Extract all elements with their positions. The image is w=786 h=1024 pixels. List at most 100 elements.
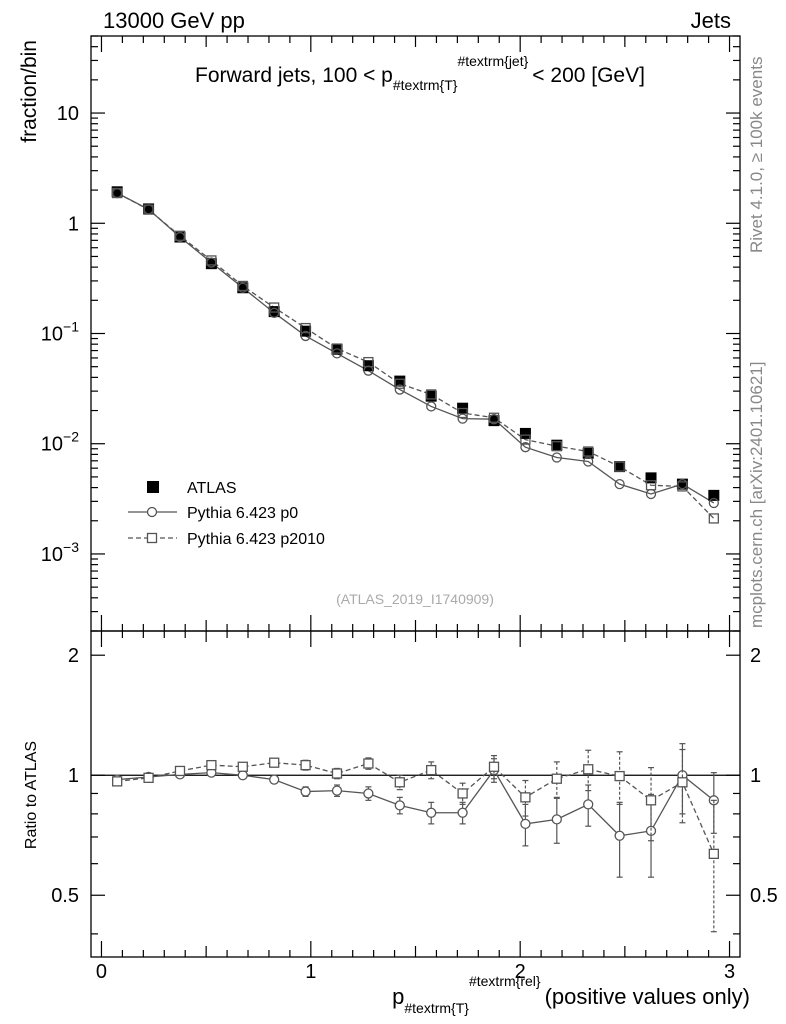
ratio-p2010-point	[300, 759, 311, 771]
legend-atlas-marker	[147, 481, 159, 493]
x-axis-label-sup: #textrm{rel}	[469, 973, 541, 989]
legend-atlas-label: ATLAS	[187, 480, 237, 497]
ratio-y-tick-label-right: 2	[750, 645, 761, 667]
p2010-data-point	[488, 412, 500, 423]
p2010-data-point	[269, 302, 280, 313]
ratio-y-tick-label: 0.5	[51, 885, 79, 907]
ratio-p2010-point	[645, 795, 657, 806]
side-label-mcplots: mcplots.cern.ch [arXiv:2401.10621]	[747, 362, 766, 628]
atlas-data-point	[111, 186, 123, 198]
atlas-data-point	[551, 439, 563, 451]
ratio-p2010-point	[269, 757, 280, 768]
atlas-data-point	[394, 375, 406, 387]
main-title-sup: #textrm{jet}	[457, 53, 528, 69]
main-y-tick-label: 1	[68, 213, 79, 235]
main-panel-ticks	[91, 35, 740, 632]
ratio-p0-point	[394, 800, 405, 811]
ratio-p0-point	[363, 788, 374, 799]
ratio-p0-point	[331, 785, 343, 796]
atlas-data-point	[488, 415, 500, 427]
p2010-data-point	[237, 280, 248, 292]
ratio-y-tick-label: 2	[68, 645, 79, 667]
ratio-y-tick-labels: 0.5 1 2	[51, 645, 79, 907]
atlas-data-point	[582, 447, 594, 459]
atlas-data-point	[174, 231, 186, 243]
ratio-p2010-point	[426, 764, 437, 776]
ratio-p0-point	[426, 807, 437, 818]
atlas-data-point	[237, 282, 249, 294]
p2010-data-point	[143, 204, 154, 215]
p0-data-point	[269, 307, 280, 318]
legend-p0-marker	[146, 506, 158, 518]
ratio-p2010-point	[677, 777, 688, 788]
p2010-data-point	[677, 481, 688, 492]
ratio-p2010-point	[708, 848, 719, 860]
ratio-y-tick-labels-right: 0.5 1 2	[750, 645, 778, 907]
ratio-p2010-point	[331, 768, 343, 779]
p0-data-point	[520, 442, 531, 453]
x-tick-label: 1	[305, 961, 316, 983]
p0-data-point	[708, 497, 719, 509]
ratio-p2010-point	[237, 761, 248, 772]
p2010-data-point	[614, 461, 625, 472]
ratio-p2010-point	[614, 770, 625, 782]
x-axis-label: p#textrm{T}#textrm{rel}(positive values …	[392, 973, 750, 1016]
ratio-p2010-point	[488, 761, 500, 772]
p0-data-point	[614, 478, 625, 490]
legend: ATLAS Pythia 6.423 p0 Pythia 6.423 p2010	[128, 480, 325, 548]
p2010-data-point	[426, 389, 437, 400]
p0-data-point	[426, 401, 437, 412]
analysis-watermark: (ATLAS_2019_I1740909)	[336, 591, 494, 607]
header-left: 13000 GeV pp	[103, 8, 245, 33]
legend-p2010-label: Pythia 6.423 p2010	[187, 531, 325, 548]
p2010-data-point	[174, 230, 186, 241]
atlas-data-point	[205, 258, 217, 270]
p2010-data-point	[112, 187, 123, 199]
p2010-data-point	[300, 322, 311, 334]
p2010-data-point	[331, 343, 343, 354]
ratio-p2010-point	[457, 788, 468, 799]
p2010-data-point	[394, 378, 405, 389]
ratio-series-line-1	[117, 762, 715, 855]
x-axis-label-sub: #textrm{T}	[404, 1000, 469, 1016]
ratio-p0-point	[583, 799, 594, 810]
header-right: Jets	[691, 8, 731, 33]
ratio-y-tick-label-right: 1	[750, 765, 761, 787]
ratio-p0-point	[551, 814, 562, 825]
p2010-data-point	[551, 441, 562, 452]
x-tick-label: 0	[96, 961, 107, 983]
main-y-tick-label: 10−1	[41, 319, 79, 346]
p2010-data-point	[206, 255, 217, 266]
atlas-data-point	[143, 203, 155, 215]
main-y-tick-labels: 10 1 10−1 10−2 10−3	[41, 103, 79, 566]
side-label-rivet: Rivet 4.1.0, ≥ 100k events	[747, 57, 766, 253]
main-y-axis-label: fraction/bin	[18, 40, 41, 143]
main-series-line-1	[116, 192, 715, 504]
p2010-data-point	[457, 407, 468, 419]
p0-data-point	[457, 413, 468, 424]
ratio-y-tick-label-right: 0.5	[750, 885, 778, 907]
ratio-p2010-point	[520, 792, 531, 803]
ratio-data-group	[112, 743, 719, 933]
p0-data-point	[583, 456, 594, 467]
p2010-data-point	[520, 434, 531, 445]
ratio-p0-point	[614, 830, 625, 841]
ratio-y-axis-label: Ratio to ATLAS	[23, 741, 40, 849]
p0-data-point	[551, 452, 562, 463]
p0-data-point	[300, 330, 311, 342]
ratio-p2010-point	[394, 777, 405, 788]
ratio-p2010-point	[363, 758, 374, 769]
ratio-p2010-point	[551, 773, 562, 784]
atlas-data-point	[645, 472, 657, 484]
legend-p0-label: Pythia 6.423 p0	[187, 505, 298, 522]
p2010-data-point	[708, 513, 719, 524]
legend-p2010-marker	[146, 532, 158, 544]
main-title-sub: #textrm{T}	[393, 77, 458, 93]
p2010-data-point	[645, 480, 657, 491]
main-title-end: < 200 [GeV]	[532, 64, 645, 87]
x-tick-label: 3	[724, 961, 735, 983]
ratio-p2010-point	[143, 772, 154, 783]
ratio-p2010-point	[206, 759, 217, 771]
x-tick-labels: 0 1 2 3	[96, 961, 735, 983]
